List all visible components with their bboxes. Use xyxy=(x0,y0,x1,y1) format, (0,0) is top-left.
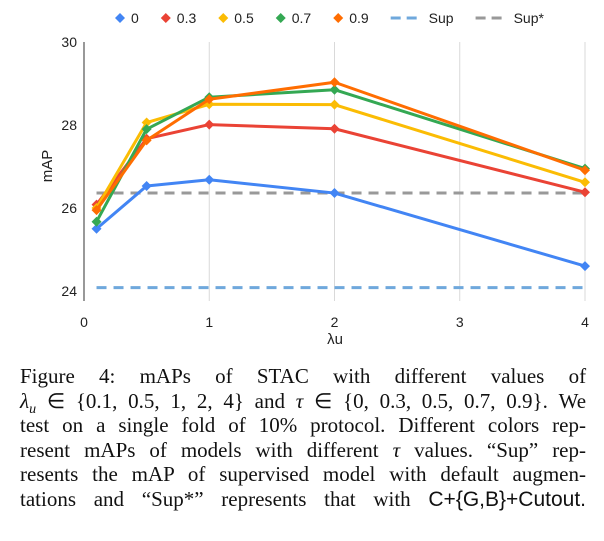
lambda-values: ∈ {0.1, 0.5, 1, 2, 4} xyxy=(36,388,244,413)
data-point xyxy=(115,13,125,23)
data-point xyxy=(580,177,590,188)
data-point xyxy=(329,123,340,134)
caption-line-5: resents the mAP of supervised model with… xyxy=(20,462,586,487)
lambda-symbol: λ xyxy=(20,388,30,413)
x-tick-label: 3 xyxy=(456,314,464,330)
series-line xyxy=(95,88,586,223)
tau-set: τ ∈ {0, 0.3, 0.5, 0.7, 0.9}. xyxy=(296,389,548,413)
caption-line-6: tations and “Sup*” represents that with … xyxy=(20,487,586,512)
caption-line-1: Figure 4: mAPs of STAC with different va… xyxy=(20,364,586,389)
caption-word: with xyxy=(333,364,371,388)
legend-item-0.3: 0.3 xyxy=(160,10,197,26)
data-point xyxy=(329,99,340,110)
y-tick-label: 24 xyxy=(61,283,77,299)
data-point xyxy=(580,187,590,198)
caption-word: Figure 4: xyxy=(20,364,116,388)
data-point xyxy=(141,117,152,128)
legend-label: 0 xyxy=(131,10,139,26)
axes: 0 1 2 3 4 24 26 28 30 xyxy=(61,34,589,330)
tau-symbol: τ xyxy=(392,437,401,462)
caption-line-3: test on a single fold of 10% protocol. D… xyxy=(20,413,586,438)
caption-text: tations and “Sup*” represents that with xyxy=(20,486,429,511)
augmentation-label: C+{G,B}+Cutout. xyxy=(428,487,586,511)
data-point xyxy=(275,13,286,23)
data-point xyxy=(91,216,102,227)
y-tick-label: 30 xyxy=(61,34,77,50)
x-tick-label: 0 xyxy=(80,314,88,330)
legend-item-0: 0 xyxy=(115,10,139,26)
caption-word: different xyxy=(394,364,467,388)
legend-label: Sup* xyxy=(514,10,545,26)
data-point xyxy=(91,205,102,216)
caption-text: values. “Sup” rep- xyxy=(400,437,586,462)
legend-label: 0.7 xyxy=(292,10,312,26)
x-axis-label: λu xyxy=(327,331,343,348)
data-point xyxy=(141,124,152,135)
lambda-set: λu ∈ {0.1, 0.5, 1, 2, 4} xyxy=(20,388,244,417)
x-tick-label: 2 xyxy=(331,314,339,330)
tau-symbol: τ xyxy=(295,388,304,413)
legend-item-Sup: Sup xyxy=(390,10,454,26)
tau-values: ∈ {0, 0.3, 0.5, 0.7, 0.9}. xyxy=(303,388,548,413)
caption-word: of xyxy=(215,364,233,388)
legend-label: 0.5 xyxy=(234,10,254,26)
lambda-subscript: u xyxy=(29,401,37,417)
caption-word: and xyxy=(254,388,285,413)
y-tick-label: 26 xyxy=(61,200,77,216)
caption-line-4: resent mAPs of models with different τ v… xyxy=(20,438,586,463)
legend-item-0.7: 0.7 xyxy=(275,10,312,26)
caption-word: values xyxy=(490,364,545,388)
legend-item-0.5: 0.5 xyxy=(218,10,254,26)
caption-line-2: λu ∈ {0.1, 0.5, 1, 2, 4} and τ ∈ {0, 0.3… xyxy=(20,388,587,417)
data-point xyxy=(141,135,152,146)
caption-word: of xyxy=(568,364,587,388)
x-tick-label: 4 xyxy=(581,314,589,330)
x-tick-label: 1 xyxy=(205,314,213,330)
legend: 0 0.3 0.5 0.7 0.9 Sup Sup* xyxy=(115,10,545,26)
line-chart: 0 1 2 3 4 24 26 28 30 0 0.3 0.5 0.7 0.9 Sup Sup* mAP λ… xyxy=(39,10,590,348)
data-point xyxy=(580,261,590,272)
grid-lines xyxy=(208,42,586,301)
series-lines xyxy=(91,77,590,272)
data-point xyxy=(580,165,590,176)
data-point xyxy=(329,84,340,95)
y-axis-label: mAP xyxy=(39,150,56,183)
data-point xyxy=(91,223,102,234)
data-point xyxy=(218,13,229,23)
legend-label: 0.3 xyxy=(177,10,197,26)
data-point xyxy=(329,188,340,199)
legend-item-0.9: 0.9 xyxy=(333,10,369,26)
data-point xyxy=(204,174,215,185)
legend-label: 0.9 xyxy=(349,10,369,26)
figure-caption: Figure 4: mAPs of STAC with different va… xyxy=(20,364,586,512)
data-point xyxy=(329,77,340,88)
y-tick-label: 28 xyxy=(61,117,77,133)
data-point xyxy=(160,13,171,23)
reference-lines xyxy=(96,191,585,290)
data-point xyxy=(333,13,344,23)
caption-word: STAC xyxy=(256,364,309,388)
data-point xyxy=(141,181,152,192)
legend-item-Sup*: Sup* xyxy=(475,10,545,26)
data-point xyxy=(204,94,215,105)
caption-word: We xyxy=(558,388,587,413)
caption-text: resent mAPs of models with different xyxy=(20,437,393,462)
legend-label: Sup xyxy=(429,10,454,26)
caption-word: mAPs xyxy=(139,364,191,388)
series-0 xyxy=(91,174,590,272)
data-point xyxy=(204,119,215,130)
series-0.9 xyxy=(91,77,590,216)
